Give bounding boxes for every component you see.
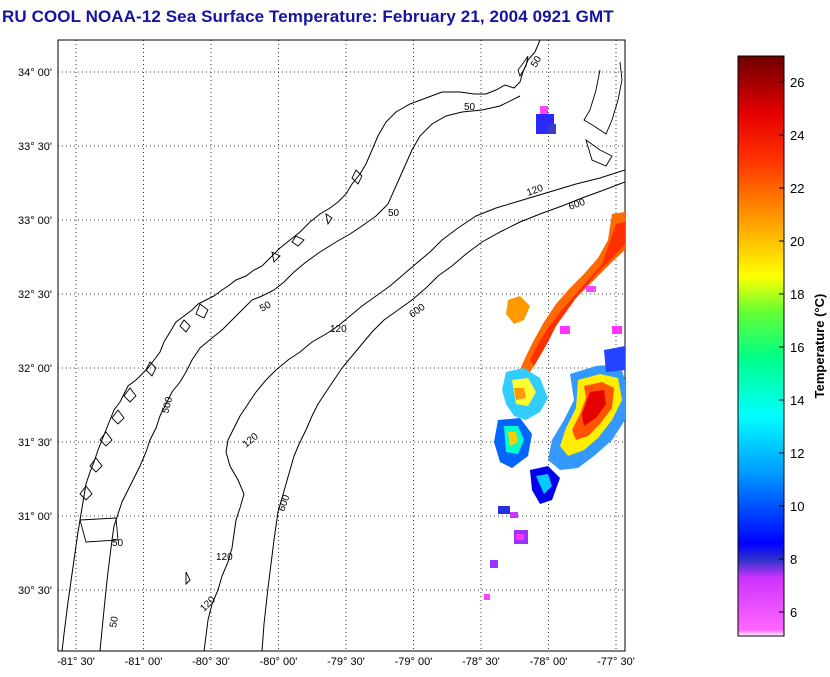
- colorbar-label: Temperature (°C): [812, 294, 827, 399]
- map-title: RU COOL NOAA-12 Sea Surface Temperature:…: [2, 7, 614, 26]
- longitude-labels: -81° 30' -81° 00' -80° 30' -80° 00' -79° 30'…: [57, 656, 635, 668]
- sst-data: [484, 106, 625, 600]
- isobath-label-50-b: 50: [388, 208, 400, 219]
- isobath-label-50-c: 50: [258, 299, 274, 314]
- isobath-label-120-b: 120: [330, 324, 347, 335]
- colorbar-tick-label: 8: [790, 552, 797, 567]
- lon-tick-label: -78° 30': [462, 656, 500, 668]
- colorbar-tick-label: 18: [790, 287, 804, 302]
- lon-tick-label: -81° 30': [57, 656, 95, 668]
- lon-tick-label: -81° 00': [125, 656, 163, 668]
- isobath-label-120-d: 120: [216, 552, 233, 563]
- colorbar-tick-label: 6: [790, 605, 797, 620]
- coastal-islands: [79, 55, 529, 586]
- colorbar-gradient: [737, 55, 785, 637]
- lat-tick-label: 33° 30': [18, 141, 52, 153]
- lon-tick-label: -80° 30': [192, 656, 230, 668]
- colorbar-tick-label: 10: [790, 499, 804, 514]
- colorbar-tick-label: 16: [790, 340, 804, 355]
- lat-tick-label: 30° 30': [18, 585, 52, 597]
- lon-tick-label: -79° 00': [395, 656, 433, 668]
- lat-tick-label: 33° 00': [18, 215, 52, 227]
- colorbar-tick-label: 14: [790, 393, 804, 408]
- lat-tick-label: 34° 00': [18, 67, 52, 79]
- isobath-600: [261, 181, 625, 651]
- colorbar: 26 24 22 20 18 16 14 12 10 8 6 Temperature (°C): [737, 55, 827, 637]
- isobath-50: [99, 95, 521, 651]
- colorbar-tick-label: 12: [790, 446, 804, 461]
- isobath-label-50-e: 50: [108, 615, 121, 628]
- isobath-label-50-a: 50: [464, 102, 476, 113]
- lon-tick-label: -77° 30': [597, 656, 635, 668]
- colorbar-ticks: 26 24 22 20 18 16 14 12 10 8 6: [779, 75, 804, 620]
- colorbar-tick-label: 22: [790, 181, 804, 196]
- isobath-label-500: 500: [160, 395, 175, 414]
- lat-tick-label: 32° 00': [18, 363, 52, 375]
- latitude-labels: 34° 00' 33° 30' 33° 00' 32° 30' 32° 00' 31° 3…: [18, 67, 52, 597]
- map-frame: [57, 39, 626, 652]
- outer-banks: [583, 61, 623, 167]
- lon-tick-label: -80° 00': [260, 656, 298, 668]
- colorbar-tick-label: 20: [790, 234, 804, 249]
- colorbar-tick-label: 24: [790, 128, 804, 143]
- isobath-label-50-d: 50: [112, 538, 124, 549]
- lat-tick-label: 31° 30': [18, 437, 52, 449]
- colorbar-tick-label: 26: [790, 75, 804, 90]
- lat-tick-label: 31° 00': [18, 511, 52, 523]
- lat-tick-label: 32° 30': [18, 289, 52, 301]
- lon-tick-label: -79° 30': [327, 656, 365, 668]
- isobath-120: [203, 169, 625, 651]
- isobath-label-50-top: 50: [529, 54, 544, 70]
- lon-tick-label: -78° 00': [530, 656, 568, 668]
